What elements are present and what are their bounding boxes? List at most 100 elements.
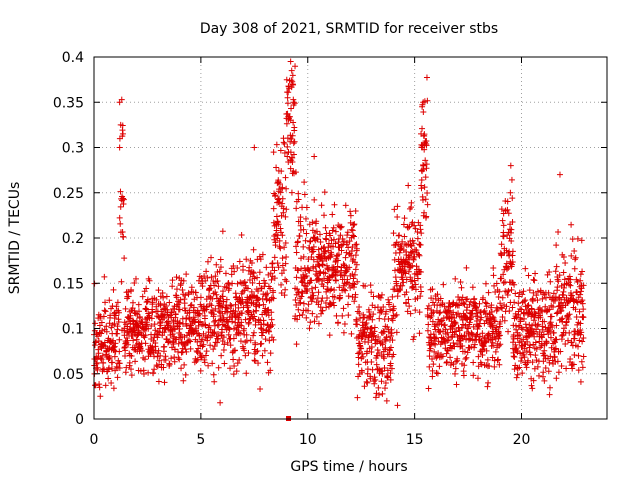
data-point [381,355,388,362]
data-point [443,350,450,357]
data-point [414,228,421,235]
data-point [556,295,563,302]
data-point [485,331,492,338]
data-point [142,305,149,312]
data-point [521,354,528,361]
data-point [565,337,572,344]
data-point [352,208,359,215]
data-point [489,313,496,320]
data-point [405,296,412,303]
data-point [541,347,548,354]
data-point [447,354,454,361]
data-point [239,263,246,270]
data-point [486,362,493,369]
data-point [402,270,409,277]
data-point [280,267,287,274]
data-point [95,350,102,357]
data-point [572,306,579,313]
data-point [298,278,305,285]
data-point [546,391,553,398]
data-point [173,286,180,293]
data-point [533,326,540,333]
data-point [308,285,315,292]
data-point [250,329,257,336]
data-point [526,287,533,294]
data-point [115,309,122,316]
data-point-peak [116,144,123,151]
data-point [180,341,187,348]
data-point [332,240,339,247]
data-point [331,302,338,309]
data-point [278,168,285,175]
data-point [437,309,444,316]
data-point [441,303,448,310]
data-point [578,329,585,336]
data-point [215,308,222,315]
data-point [580,306,587,313]
data-point-peak [290,99,297,106]
data-point [550,303,557,310]
data-point [330,299,337,306]
data-point [185,337,192,344]
data-point [208,302,215,309]
data-point [459,342,466,349]
data-point [427,345,434,352]
data-point [311,196,318,203]
data-point [278,270,285,277]
data-point [513,374,520,381]
data-point [569,236,576,243]
data-point [142,340,149,347]
data-point [127,366,134,373]
data-point [207,342,214,349]
data-point [341,272,348,279]
data-point [575,352,582,359]
data-point [314,258,321,265]
data-point [298,288,305,295]
data-point [356,303,363,310]
data-point [344,276,351,283]
data-point [141,288,148,295]
data-point [256,280,263,287]
data-point [463,354,470,361]
y-tick-label: 0.35 [53,95,84,111]
data-point [115,318,122,325]
data-point [509,218,516,225]
data-point [461,332,468,339]
data-point [513,347,520,354]
data-point [143,299,150,306]
data-point [410,240,417,247]
data-point [363,378,370,385]
data-point [384,324,391,331]
data-point [409,219,416,226]
data-point [391,206,398,213]
data-point [580,282,587,289]
data-point [386,347,393,354]
data-point [307,237,314,244]
data-point [391,256,398,263]
data-point [277,189,284,196]
data-point [536,372,543,379]
data-point [205,362,212,369]
data-point [270,336,277,343]
data-point [419,125,426,132]
data-point-peak [217,399,224,406]
data-point [213,291,220,298]
data-point [509,195,516,202]
data-point [421,209,428,216]
data-point [268,309,275,316]
data-point [390,230,397,237]
data-point [273,227,280,234]
data-point [271,275,278,282]
data-point [319,261,326,268]
data-point [156,325,163,332]
data-point [237,330,244,337]
data-point [179,287,186,294]
data-point [373,361,380,368]
data-point [476,300,483,307]
data-point [422,174,429,181]
data-point [561,325,568,332]
data-point [335,239,342,246]
data-point [467,298,474,305]
data-point [142,332,149,339]
data-point [519,291,526,298]
